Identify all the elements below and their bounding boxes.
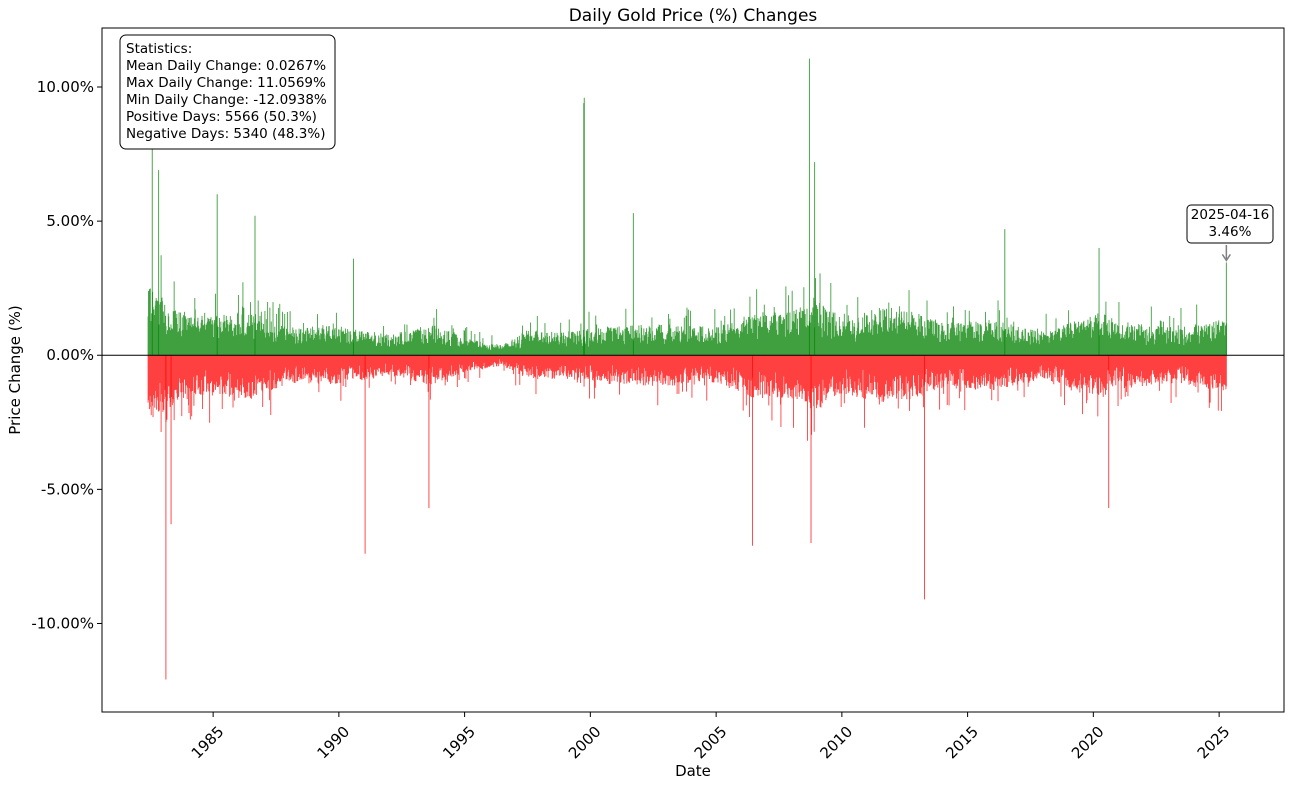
x-tick-label: 2000 [565, 723, 605, 763]
statistics-header: Statistics: [126, 41, 192, 57]
stat-negative-days: Negative Days: 5340 (48.3%) [126, 126, 325, 142]
y-tick-label: -10.00% [31, 614, 94, 632]
x-tick-label: 1985 [188, 723, 228, 763]
stat-min: Min Daily Change: -12.0938% [126, 92, 327, 108]
x-tick-label: 2010 [816, 723, 856, 763]
x-axis-label: Date [675, 762, 711, 780]
negative-change-bars [147, 355, 1227, 441]
y-tick-label: 10.00% [37, 78, 94, 96]
chart-title: Daily Gold Price (%) Changes [569, 6, 818, 26]
y-tick-label: 0.00% [46, 346, 94, 364]
y-tick-label: -5.00% [41, 480, 94, 498]
x-tick-label: 1995 [439, 723, 479, 763]
x-tick-label: 2025 [1194, 723, 1234, 763]
statistics-box: Statistics: Mean Daily Change: 0.0267% M… [119, 34, 336, 150]
y-axis-label: Price Change (%) [6, 305, 24, 435]
positive-change-bars [147, 255, 1227, 356]
x-tick-label: 2020 [1068, 723, 1108, 763]
stat-mean: Mean Daily Change: 0.0267% [126, 58, 326, 74]
callout-value: 3.46% [1209, 224, 1252, 240]
stat-positive-days: Positive Days: 5566 (50.3%) [126, 109, 317, 125]
callout-arrow-head [1221, 254, 1231, 262]
callout-date: 2025-04-16 [1191, 207, 1269, 223]
stat-max: Max Daily Change: 11.0569% [126, 75, 326, 91]
x-tick-label: 2005 [691, 723, 731, 763]
positive-bars [147, 58, 1227, 356]
plot-frame [101, 27, 1285, 713]
x-tick-label: 1990 [313, 723, 353, 763]
x-tick-label: 2015 [942, 723, 982, 763]
x-axis: 1985 1990 1995 2000 2005 2010 2015 2020 2025 [188, 712, 1234, 763]
latest-value-callout: 2025-04-16 3.46% [1186, 204, 1274, 262]
y-tick-label: 5.00% [46, 212, 94, 230]
negative-bars [147, 355, 1227, 680]
y-axis: -10.00% -5.00% 0.00% 5.00% 10.00% [31, 78, 102, 632]
